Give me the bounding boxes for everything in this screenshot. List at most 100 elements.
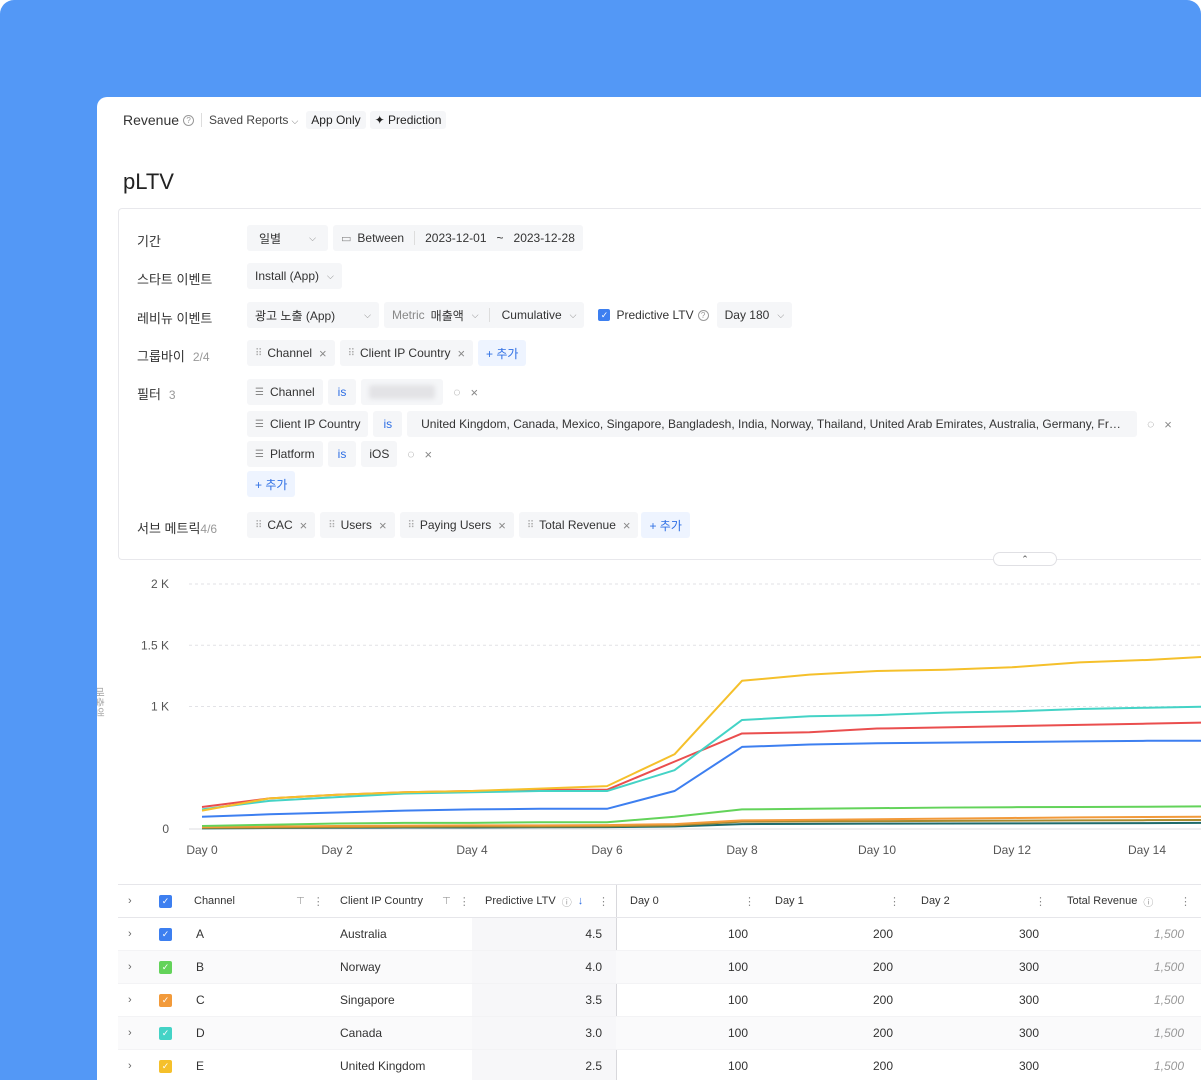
close-icon[interactable]: × bbox=[470, 384, 479, 400]
group-chip-country[interactable]: ⠿ Client IP Country × bbox=[339, 340, 474, 366]
filter-operator[interactable]: is bbox=[373, 411, 403, 437]
expand-row-icon[interactable]: › bbox=[128, 928, 132, 940]
start-event-select[interactable]: Install (App) ⌵ bbox=[247, 263, 342, 289]
close-icon[interactable]: × bbox=[378, 517, 387, 533]
table-header: › ✓ Channel ⊤ ⋮ Client IP Country ⊤ ⋮ Pred… bbox=[118, 884, 1201, 918]
close-icon[interactable]: × bbox=[319, 345, 327, 361]
filter-field[interactable]: ☰ Platform bbox=[247, 441, 323, 467]
sub-metric-chip[interactable]: ⠿ Total Revenue × bbox=[518, 512, 639, 538]
row-checkbox[interactable]: ✓ bbox=[159, 918, 172, 950]
close-icon[interactable]: × bbox=[622, 517, 631, 533]
collapse-panel-button[interactable]: ⌃ bbox=[993, 552, 1057, 566]
row-checkbox[interactable]: ✓ bbox=[159, 984, 172, 1016]
mode-select[interactable]: Cumulative ⌵ bbox=[493, 302, 585, 328]
drag-handle-icon[interactable]: ⠿ bbox=[328, 519, 335, 531]
chevron-down-icon: ⌵ bbox=[777, 309, 785, 320]
eye-off-icon[interactable]: ◌ bbox=[1147, 417, 1155, 431]
prediction-toggle[interactable]: ✦ Prediction bbox=[369, 111, 447, 129]
prediction-day-select[interactable]: Day 180 ⌵ bbox=[716, 302, 793, 328]
granularity-select[interactable]: 일별 ⌵ bbox=[247, 225, 328, 251]
cell-channel: A bbox=[196, 927, 205, 941]
header-label: Total Revenue bbox=[1067, 895, 1138, 907]
header-day1[interactable]: Day 1 bbox=[775, 885, 804, 917]
header-channel[interactable]: Channel bbox=[194, 885, 235, 917]
header-day2[interactable]: Day 2 bbox=[921, 885, 950, 917]
drag-handle-icon[interactable]: ⠿ bbox=[255, 519, 262, 531]
sub-metric-chip[interactable]: ⠿ Users × bbox=[320, 512, 395, 538]
more-icon[interactable]: ⋮ bbox=[889, 895, 900, 908]
more-icon[interactable]: ⋮ bbox=[312, 895, 324, 908]
add-sub-metric-button[interactable]: + 추가 bbox=[641, 512, 690, 538]
app-only-toggle[interactable]: App Only bbox=[306, 111, 366, 129]
help-icon[interactable]: ? bbox=[697, 309, 709, 321]
filter-field[interactable]: ☰ Client IP Country bbox=[247, 411, 369, 437]
x-tick-label: Day 4 bbox=[456, 843, 488, 857]
close-icon[interactable]: × bbox=[457, 345, 466, 361]
sub-metric-chip[interactable]: ⠿ Paying Users × bbox=[399, 512, 514, 538]
filter-operator[interactable]: is bbox=[327, 441, 357, 467]
header-day0[interactable]: Day 0 bbox=[630, 885, 659, 917]
header-total[interactable]: Total Revenue ⓘ bbox=[1067, 885, 1153, 917]
revenue-event-select[interactable]: 광고 노출 (App) ⌵ bbox=[247, 302, 379, 328]
header-pltv[interactable]: Predictive LTV ⓘ ↓ bbox=[485, 885, 583, 917]
add-group-button[interactable]: + 추가 bbox=[478, 340, 527, 366]
table-row[interactable]: › ✓ A Australia 4.5 100 200 300 1,500 bbox=[118, 918, 1201, 951]
between-label: Between bbox=[357, 231, 405, 245]
expand-row-icon[interactable]: › bbox=[128, 961, 132, 973]
sub-metric-chip[interactable]: ⠿ CAC × bbox=[247, 512, 316, 538]
end-date[interactable]: 2023-12-28 bbox=[513, 231, 575, 245]
drag-handle-icon[interactable]: ⠿ bbox=[407, 519, 415, 531]
select-all-checkbox[interactable]: ✓ bbox=[159, 885, 172, 917]
more-icon[interactable]: ⋮ bbox=[598, 895, 609, 908]
expand-row-icon[interactable]: › bbox=[128, 1060, 132, 1072]
predictive-ltv-checkbox[interactable]: ✓ Predictive LTV? bbox=[598, 308, 709, 322]
expand-row-icon[interactable]: › bbox=[128, 994, 132, 1006]
filter-value[interactable]: iOS bbox=[361, 441, 398, 467]
expand-all-icon[interactable]: › bbox=[128, 895, 132, 907]
filter-value[interactable]: unattributed bbox=[361, 379, 444, 405]
info-icon: ⓘ bbox=[1143, 897, 1154, 909]
add-filter-button[interactable]: + 추가 bbox=[247, 471, 296, 497]
filter-field[interactable]: ☰ Channel bbox=[247, 379, 323, 405]
start-date[interactable]: 2023-12-01 bbox=[425, 231, 487, 245]
close-icon[interactable]: × bbox=[1164, 416, 1172, 432]
table-row[interactable]: › ✓ D Canada 3.0 100 200 300 1,500 bbox=[118, 1017, 1201, 1050]
drag-handle-icon[interactable]: ⠿ bbox=[526, 519, 534, 531]
eye-off-icon[interactable]: ◌ bbox=[453, 385, 461, 399]
more-icon[interactable]: ⋮ bbox=[1035, 895, 1046, 908]
more-icon[interactable]: ⋮ bbox=[1180, 895, 1191, 908]
metric-select[interactable]: Metric 매출액 ⌵ bbox=[384, 302, 498, 328]
cell-country: Australia bbox=[340, 927, 387, 941]
date-range-picker[interactable]: ▭ Between 2023-12-01 ~ 2023-12-28 bbox=[333, 225, 583, 251]
filter-value[interactable]: United Kingdom, Canada, Mexico, Singapor… bbox=[407, 411, 1138, 437]
saved-reports-dropdown[interactable]: Saved Reports ⌵ bbox=[209, 113, 298, 127]
close-icon[interactable]: × bbox=[498, 517, 506, 533]
close-icon[interactable]: × bbox=[299, 517, 308, 533]
help-icon[interactable]: ? bbox=[183, 114, 195, 126]
drag-handle-icon[interactable]: ⠿ bbox=[347, 347, 355, 359]
row-checkbox[interactable]: ✓ bbox=[159, 1017, 172, 1049]
start-event-value: Install (App) bbox=[255, 269, 320, 283]
sub-metrics-count: 4/6 bbox=[200, 522, 218, 536]
header-country[interactable]: Client IP Country bbox=[340, 885, 423, 917]
filter-icon[interactable]: ⊤ ⋮ bbox=[296, 895, 324, 908]
row-checkbox[interactable]: ✓ bbox=[159, 1050, 172, 1080]
predictive-ltv-label: Predictive LTV bbox=[616, 308, 694, 322]
group-chip-channel[interactable]: ⠿ Channel × bbox=[247, 340, 335, 366]
table-row[interactable]: › ✓ B Norway 4.0 100 200 300 1,500 bbox=[118, 951, 1201, 984]
row-checkbox[interactable]: ✓ bbox=[159, 951, 172, 983]
filter-operator[interactable]: is bbox=[327, 379, 357, 405]
sort-desc-icon[interactable]: ↓ bbox=[577, 895, 584, 907]
y-tick-label: 0 bbox=[162, 822, 169, 836]
more-icon[interactable]: ⋮ bbox=[744, 895, 755, 908]
drag-handle-icon[interactable]: ⠿ bbox=[255, 347, 262, 359]
expand-row-icon[interactable]: › bbox=[128, 1027, 132, 1039]
eye-off-icon[interactable]: ◌ bbox=[407, 447, 415, 461]
filter-icon[interactable]: ⊤ ⋮ bbox=[442, 895, 470, 908]
more-icon[interactable]: ⋮ bbox=[458, 895, 470, 908]
table-row[interactable]: › ✓ C Singapore 3.5 100 200 300 1,500 bbox=[118, 984, 1201, 1017]
series-line bbox=[201, 815, 1201, 829]
table-row[interactable]: › ✓ E United Kingdom 2.5 100 200 300 1,500 bbox=[118, 1050, 1201, 1080]
range-separator: ~ bbox=[496, 231, 504, 245]
close-icon[interactable]: × bbox=[424, 446, 433, 462]
